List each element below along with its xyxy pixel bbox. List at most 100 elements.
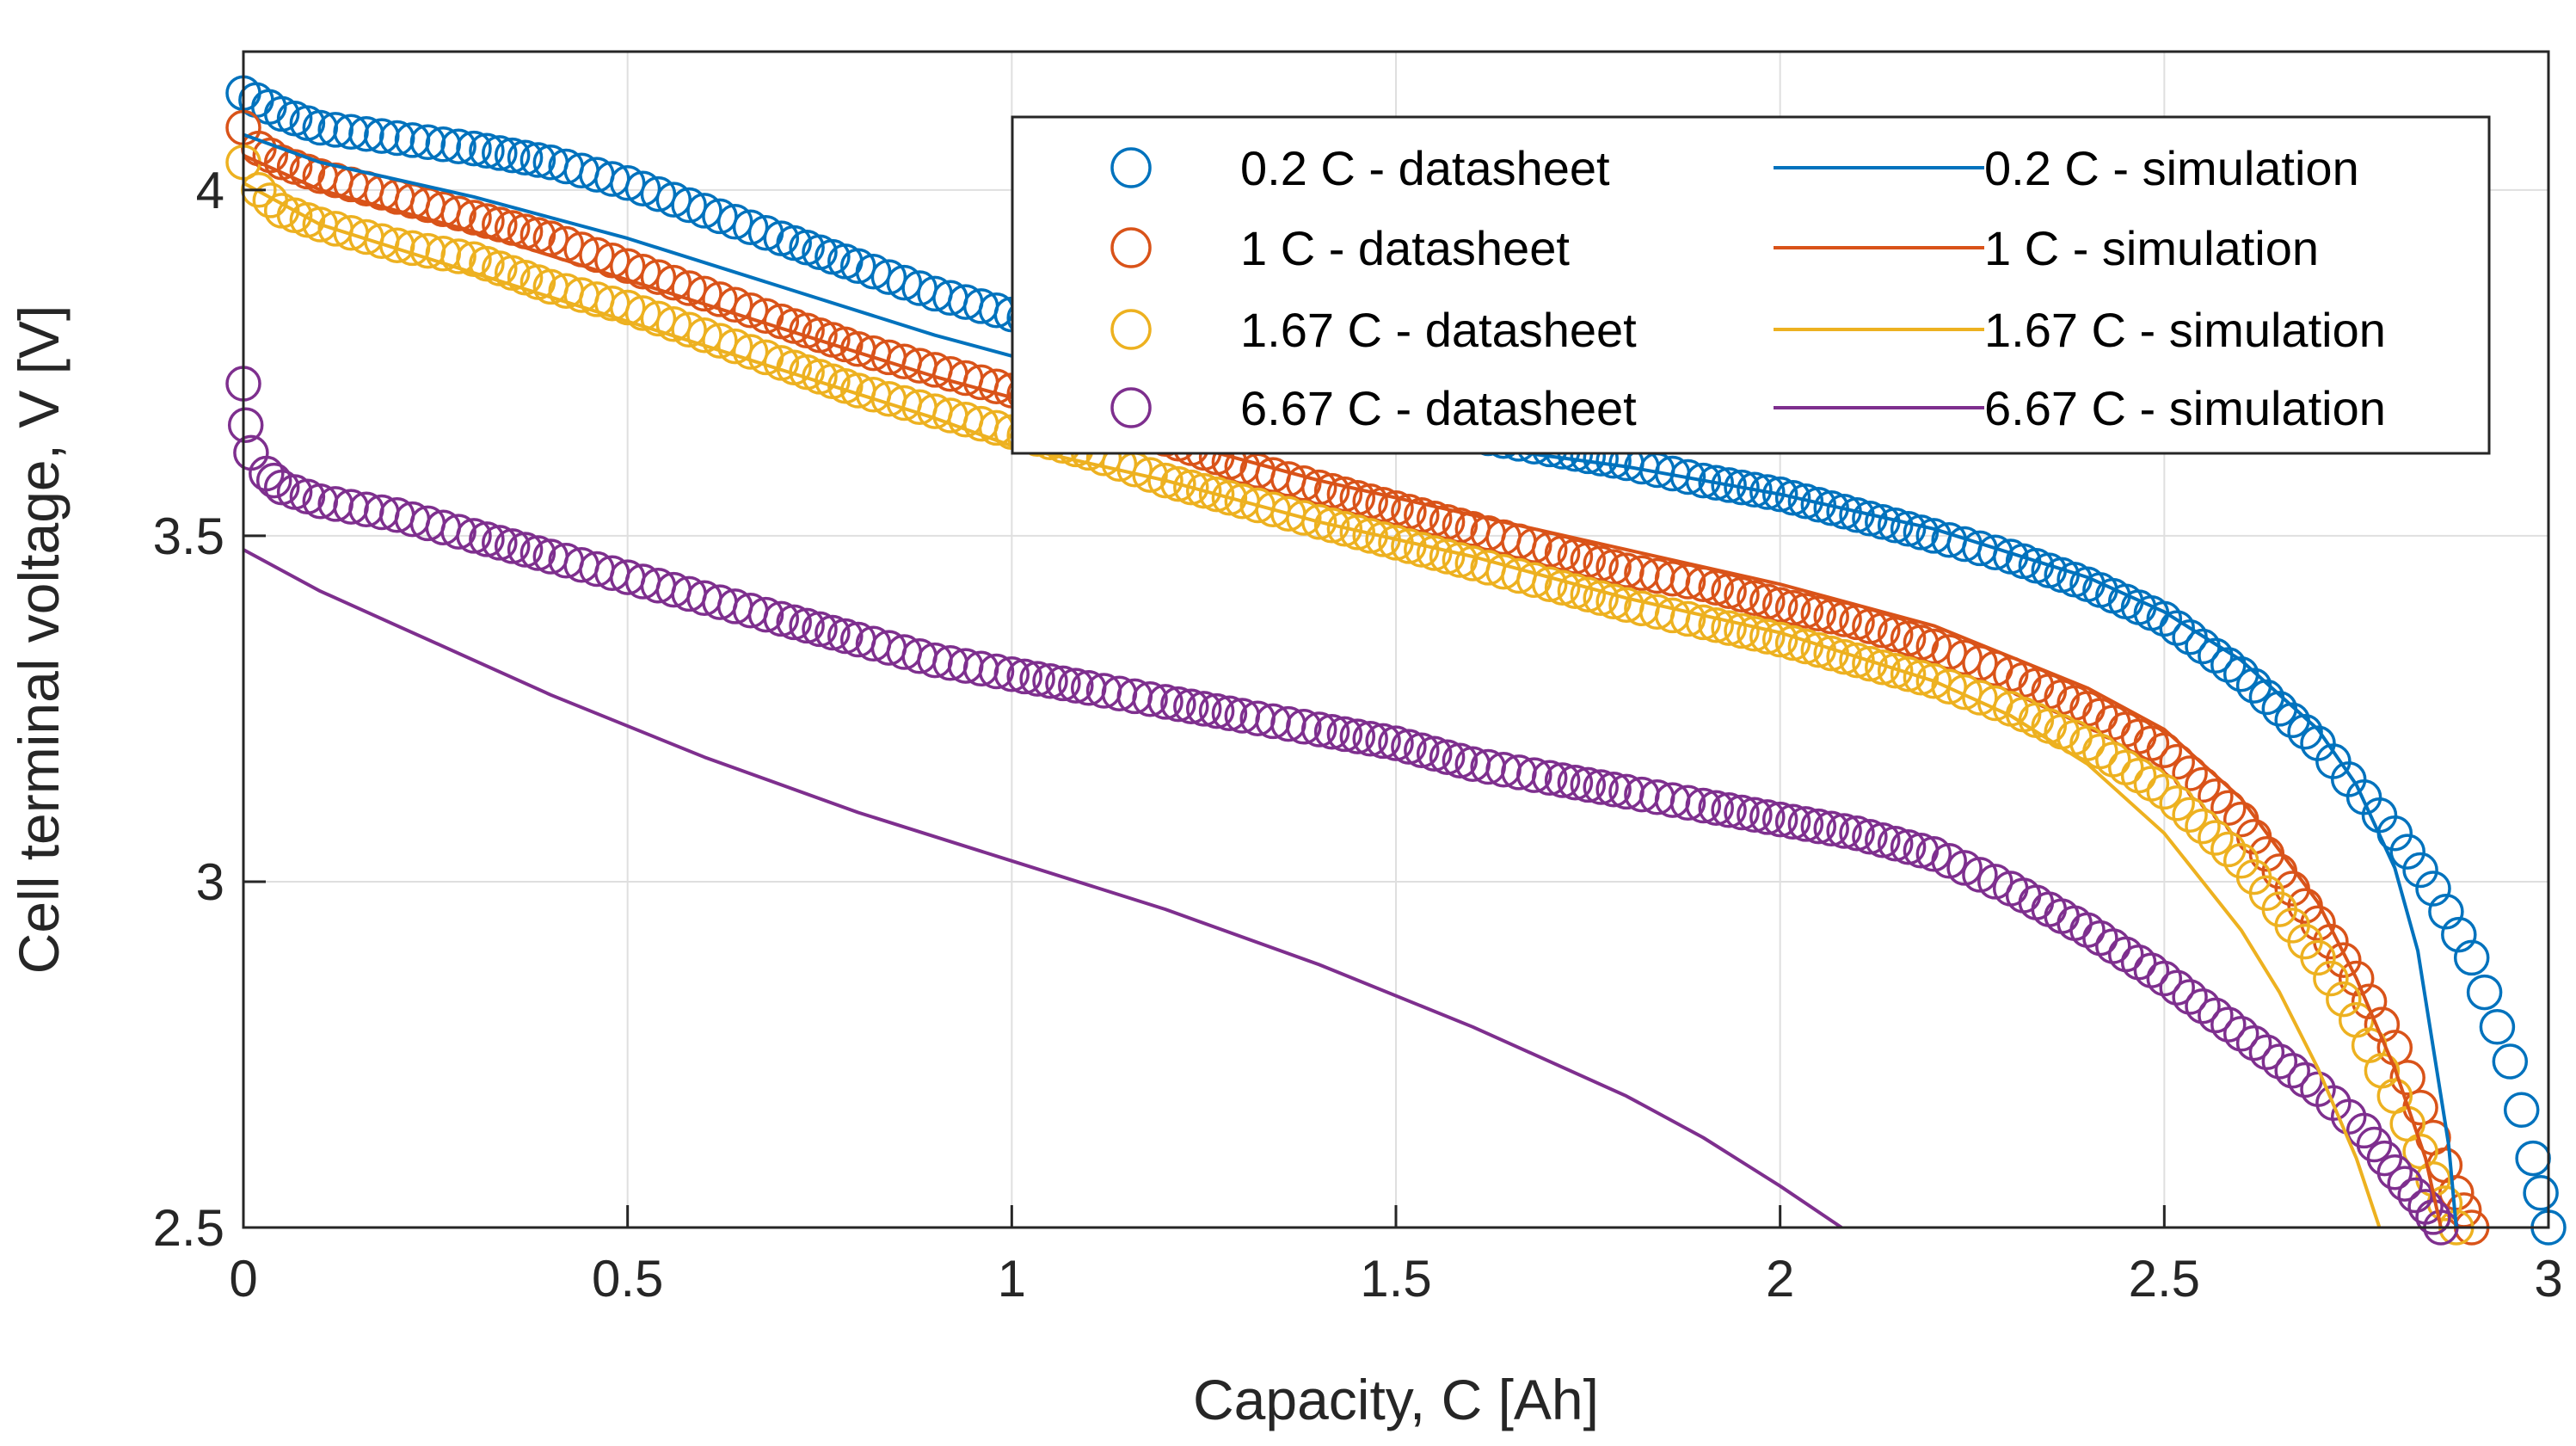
data-point [520,142,556,178]
data-point [2300,939,2336,976]
data-point [1352,483,1388,520]
data-point [2326,942,2362,978]
data-point [1685,462,1722,499]
data-point [1903,514,1940,551]
data-point [2159,785,2195,821]
data-point [2198,820,2234,856]
data-point [1531,760,1568,797]
data-point [1300,469,1337,506]
x-tick-label: 2.5 [2129,1250,2200,1308]
data-point [1749,618,1786,655]
data-point [1326,716,1363,753]
data-point [1915,836,1952,872]
data-point [1286,500,1322,536]
data-point [1774,589,1811,626]
data-point [2146,732,2183,768]
data-point [1147,684,1183,720]
data-point [640,259,677,295]
data-point [1813,810,1849,847]
data-point [2198,997,2234,1034]
x-tick-label: 1.5 [1360,1250,1431,1308]
data-point [716,204,753,240]
data-point [1570,542,1607,578]
legend-label: 1.67 C - datasheet [1240,303,1637,357]
data-point [1198,692,1235,729]
data-point [1800,808,1837,845]
legend-marker [1110,309,1152,350]
data-point [1544,569,1581,606]
x-tick-label: 2 [1766,1250,1794,1308]
legend-label: 6.67 C - simulation [1984,381,2386,435]
data-point [469,203,505,239]
data-point [1516,757,1552,793]
data-point [686,317,722,354]
series-1-67-c-simulation [243,182,2382,1228]
data-point [2326,981,2362,1018]
data-point [1557,764,1594,801]
data-point [1761,587,1798,624]
legend-item: 6.67 C - datasheet [1110,381,1637,435]
legend-item: 1 C - datasheet [1110,221,1570,275]
data-point [1669,458,1706,495]
data-point [456,200,492,236]
series-1-67-c-datasheet [225,144,2475,1246]
data-point [1313,713,1350,750]
data-point [2313,960,2349,997]
y-tick-label: 4 [196,162,224,219]
data-point [1890,511,1927,547]
data-point [1019,661,1055,697]
data-point [1557,573,1594,609]
data-point [1962,857,1998,893]
data-point [802,611,838,648]
data-point [1685,787,1722,824]
data-point [2185,808,2221,845]
data-point [1852,818,1888,855]
data-point [815,614,851,651]
data-point [671,187,707,224]
data-point [1429,538,1466,575]
data-point [1787,593,1824,629]
x-tick-label: 0.5 [592,1250,663,1308]
data-point [1962,680,1998,716]
data-point [1185,691,1222,727]
data-point [1429,739,1466,775]
data-point [716,286,753,323]
data-point [1915,662,1952,699]
data-point [1442,542,1479,578]
data-point [2210,1006,2247,1043]
data-point [716,328,753,365]
y-tick-label: 3 [196,853,224,911]
data-point [1313,508,1350,544]
legend-label: 0.2 C - simulation [1984,141,2359,195]
data-point [1147,462,1183,499]
data-point [2159,969,2195,1006]
x-tick-label: 1 [998,1250,1026,1308]
data-point [1800,486,1837,523]
data-point [1962,645,1998,681]
data-point [686,193,722,229]
data-point [1839,815,1875,852]
data-point [1865,649,1901,686]
data-point [1544,762,1581,798]
data-point [1032,662,1068,699]
data-point [1404,497,1440,533]
legend-box [1011,115,2491,455]
data-point [2198,778,2234,815]
data-point [1404,732,1440,768]
data-point [1185,472,1222,509]
data-point [1416,735,1453,772]
data-point [1749,583,1786,620]
data-point [2441,916,2477,953]
data-point [1890,828,1927,865]
data-point [1595,549,1632,585]
data-point [1669,785,1706,821]
data-point [1946,850,1983,886]
data-point [1583,545,1619,581]
data-point [520,535,556,571]
data-point [1173,469,1209,506]
legend-item: 0.2 C - simulation [1774,141,2359,195]
x-tick-label: 0 [229,1250,257,1308]
data-point [886,264,923,301]
data-point [855,253,892,290]
